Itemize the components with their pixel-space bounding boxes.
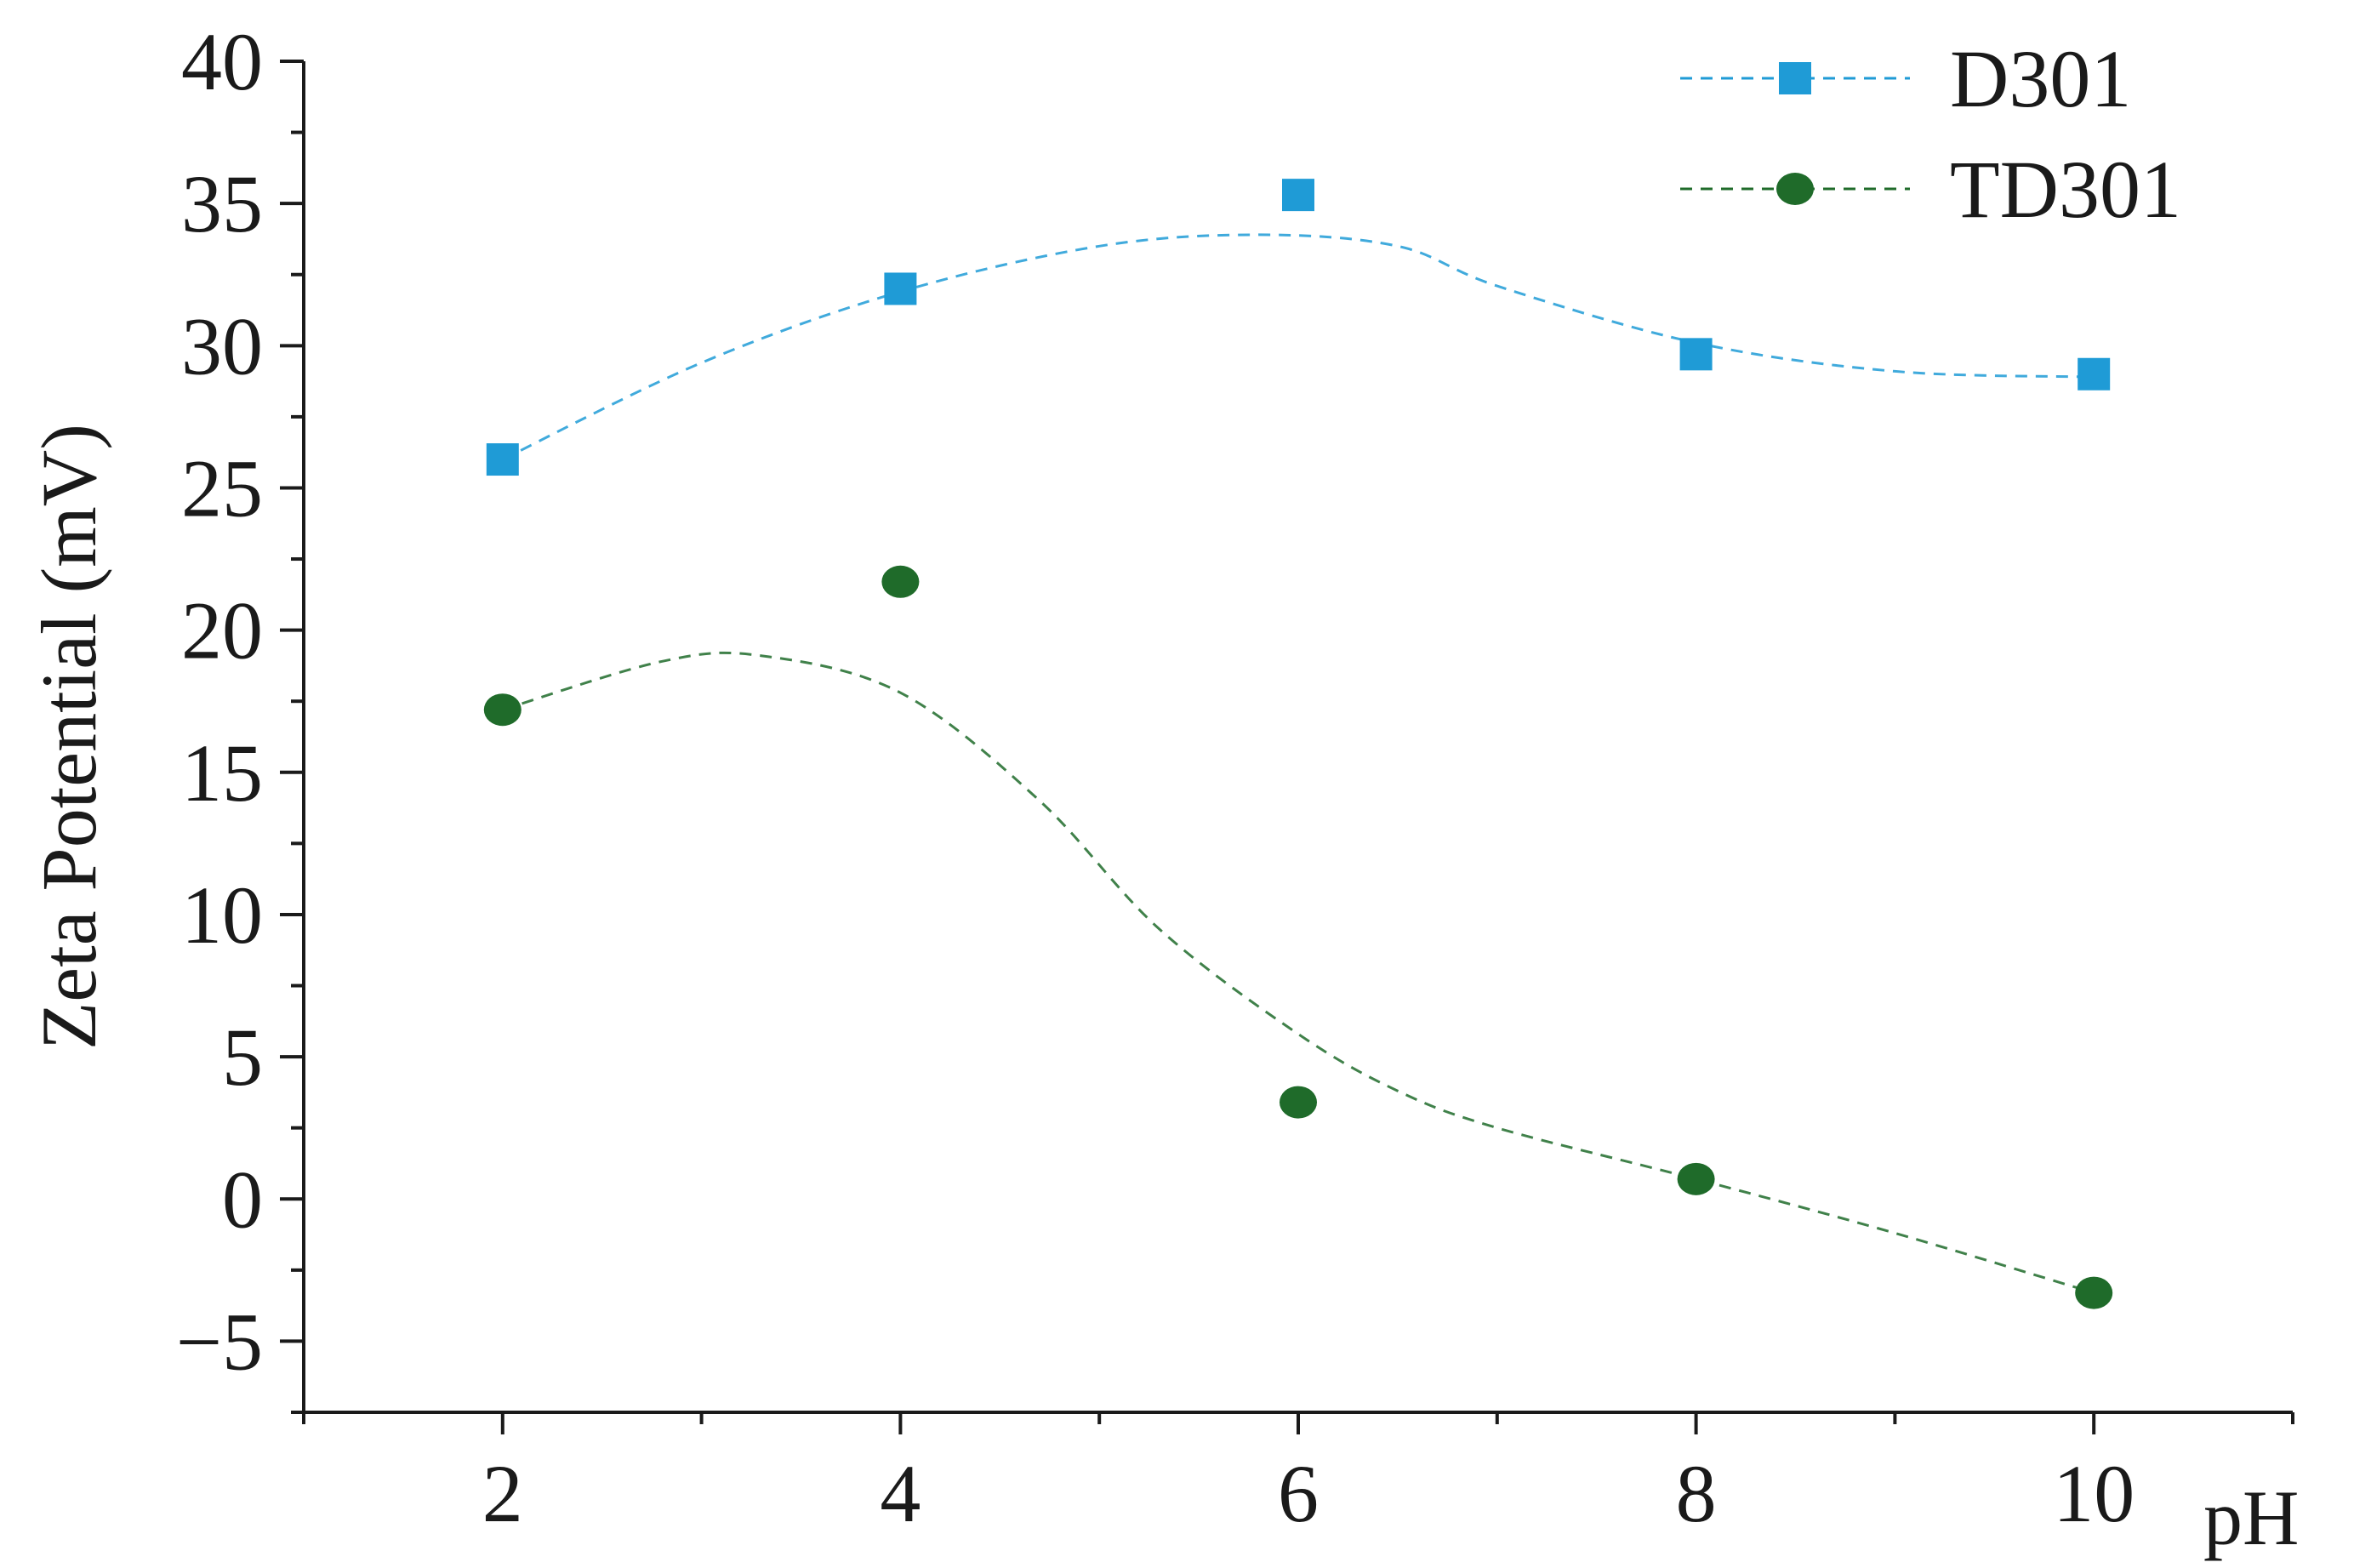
y-axis-title: Zeta Potential (mV): [26, 424, 112, 1050]
data-point-d301: [1282, 179, 1314, 212]
legend: D301 TD301: [1680, 33, 2181, 235]
y-tick-label: 35: [181, 158, 263, 249]
legend-marker-d301: [1779, 62, 1811, 94]
y-tick-label: −5: [176, 1296, 263, 1387]
x-tick-label: 4: [880, 1448, 921, 1539]
x-axis-title: pH: [2203, 1474, 2299, 1561]
data-point-d301: [486, 443, 519, 476]
x-tick-label: 6: [1278, 1448, 1319, 1539]
y-tick-label: 20: [181, 585, 263, 676]
data-point-td301: [1677, 1162, 1715, 1195]
y-tick-label: 15: [181, 727, 263, 818]
data-points: [483, 179, 2113, 1309]
data-point-td301: [2075, 1276, 2113, 1309]
fit-curves: [502, 233, 2095, 1295]
y-tick-label: 25: [181, 442, 263, 533]
data-point-td301: [1280, 1086, 1317, 1119]
data-point-td301: [483, 693, 522, 727]
legend-marker-td301: [1776, 173, 1814, 205]
legend-label-d301: D301: [1950, 33, 2131, 124]
axes: −5 0 5 10 15 20 25 30 35 40 2 4 6 8 10: [176, 16, 2294, 1539]
fit-curve-td301: [502, 651, 2095, 1295]
x-tick-label: 8: [1676, 1448, 1717, 1539]
data-point-d301: [2078, 357, 2111, 391]
y-tick-label: 40: [181, 16, 263, 107]
y-tick-label: 0: [222, 1154, 263, 1245]
x-tick-label: 10: [2053, 1448, 2135, 1539]
legend-label-td301: TD301: [1950, 144, 2181, 235]
data-point-td301: [881, 565, 920, 598]
fit-curve-d301: [502, 233, 2095, 461]
y-tick-label: 30: [181, 300, 263, 391]
data-point-d301: [884, 272, 917, 305]
x-tick-label: 2: [482, 1448, 523, 1539]
y-tick-label: 5: [222, 1012, 263, 1103]
data-point-d301: [1679, 338, 1713, 371]
y-tick-label: 10: [181, 870, 263, 961]
